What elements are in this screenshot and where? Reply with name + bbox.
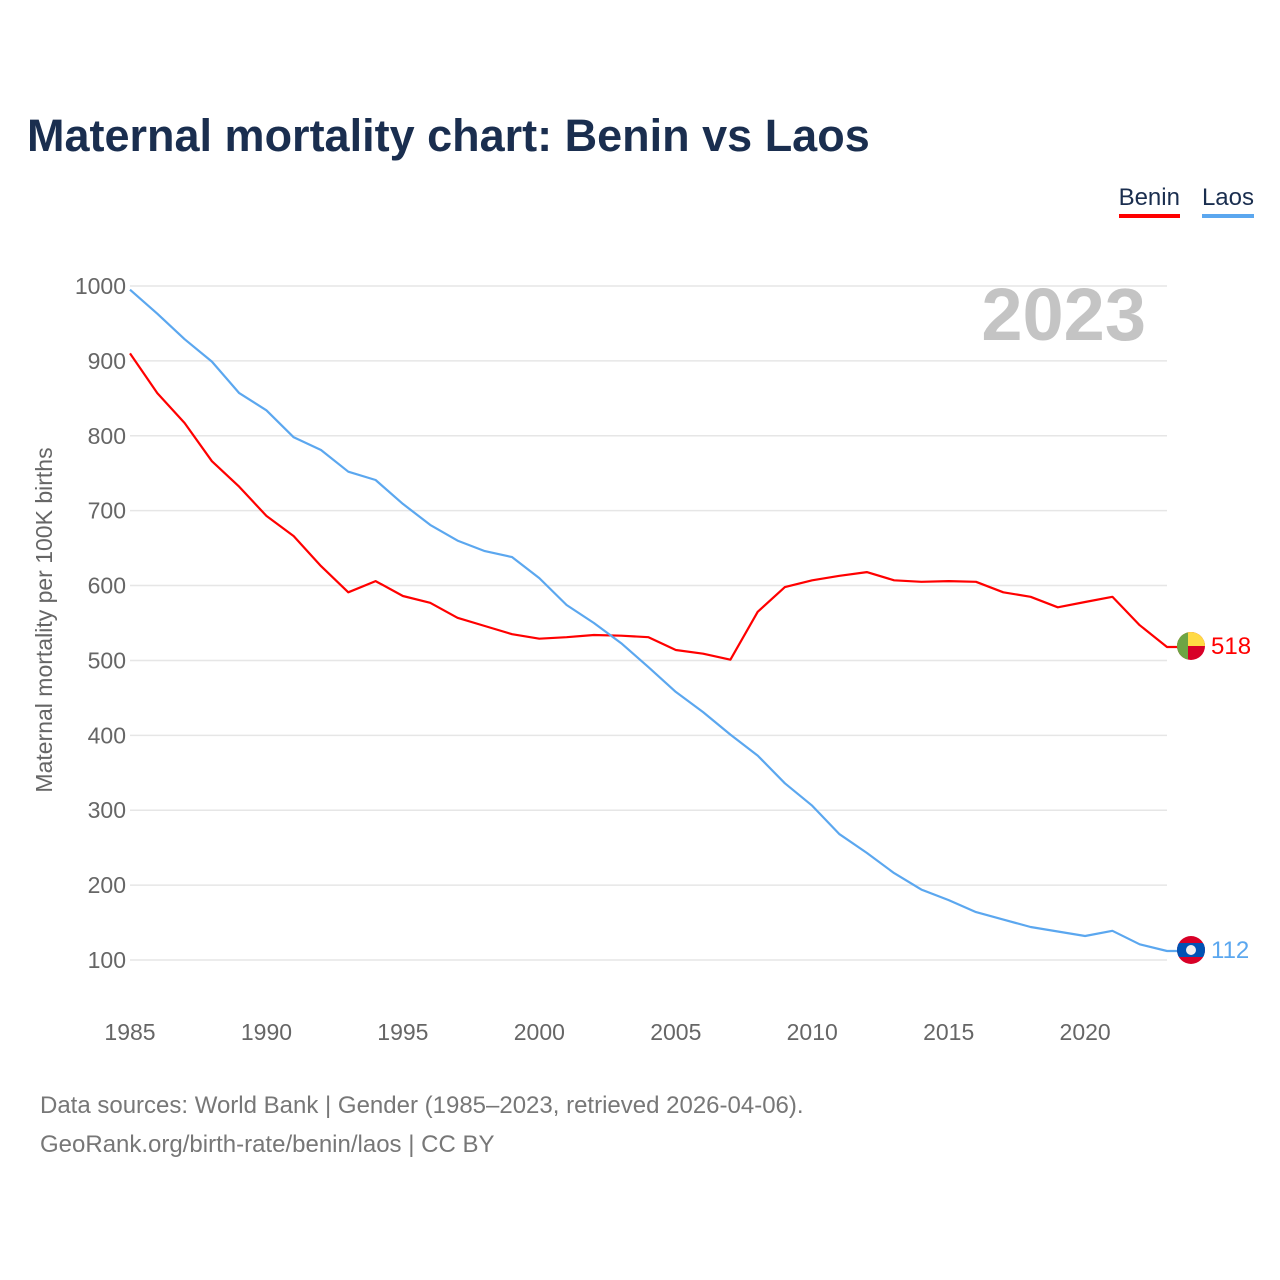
legend-item-benin[interactable]: Benin — [1118, 184, 1180, 218]
legend-item-laos[interactable]: Laos — [1201, 184, 1254, 218]
series-line-laos — [129, 288, 1178, 953]
laos-flag-icon — [1177, 936, 1205, 964]
x-tick-label: 2010 — [787, 1019, 838, 1045]
legend: Benin Laos — [1118, 184, 1254, 218]
footer: Data sources: World Bank | Gender (1985–… — [40, 1086, 804, 1164]
series-line-benin — [129, 352, 1178, 661]
y-tick-label: 300 — [88, 797, 126, 823]
x-tick-label: 1985 — [104, 1019, 155, 1045]
y-tick-label: 100 — [88, 947, 126, 973]
x-tick-label: 2015 — [923, 1019, 974, 1045]
year-watermark: 2023 — [981, 273, 1146, 356]
y-tick-label: 200 — [88, 872, 126, 898]
y-tick-label: 800 — [88, 423, 126, 449]
x-tick-label: 2000 — [514, 1019, 565, 1045]
source-text: Data sources: World Bank | Gender (1985–… — [40, 1092, 804, 1119]
laos-end-label: 112 — [1211, 937, 1249, 964]
y-tick-label: 500 — [88, 647, 126, 673]
y-tick-label: 700 — [88, 498, 126, 524]
y-tick-label: 900 — [88, 348, 126, 374]
x-tick-label: 1995 — [377, 1019, 428, 1045]
x-tick-label: 1990 — [241, 1019, 292, 1045]
y-tick-label: 600 — [88, 573, 126, 599]
credit-text: GeoRank.org/birth-rate/benin/laos | CC B… — [40, 1131, 495, 1158]
x-tick-label: 2005 — [650, 1019, 701, 1045]
benin-end-label: 518 — [1211, 633, 1251, 660]
y-tick-label: 1000 — [75, 273, 126, 299]
y-tick-label: 400 — [88, 722, 126, 748]
chart-title: Maternal mortality chart: Benin vs Laos — [27, 110, 870, 161]
x-tick-label: 2020 — [1060, 1019, 1111, 1045]
y-axis-label: Maternal mortality per 100K births — [31, 447, 57, 792]
benin-flag-icon — [1177, 632, 1205, 660]
